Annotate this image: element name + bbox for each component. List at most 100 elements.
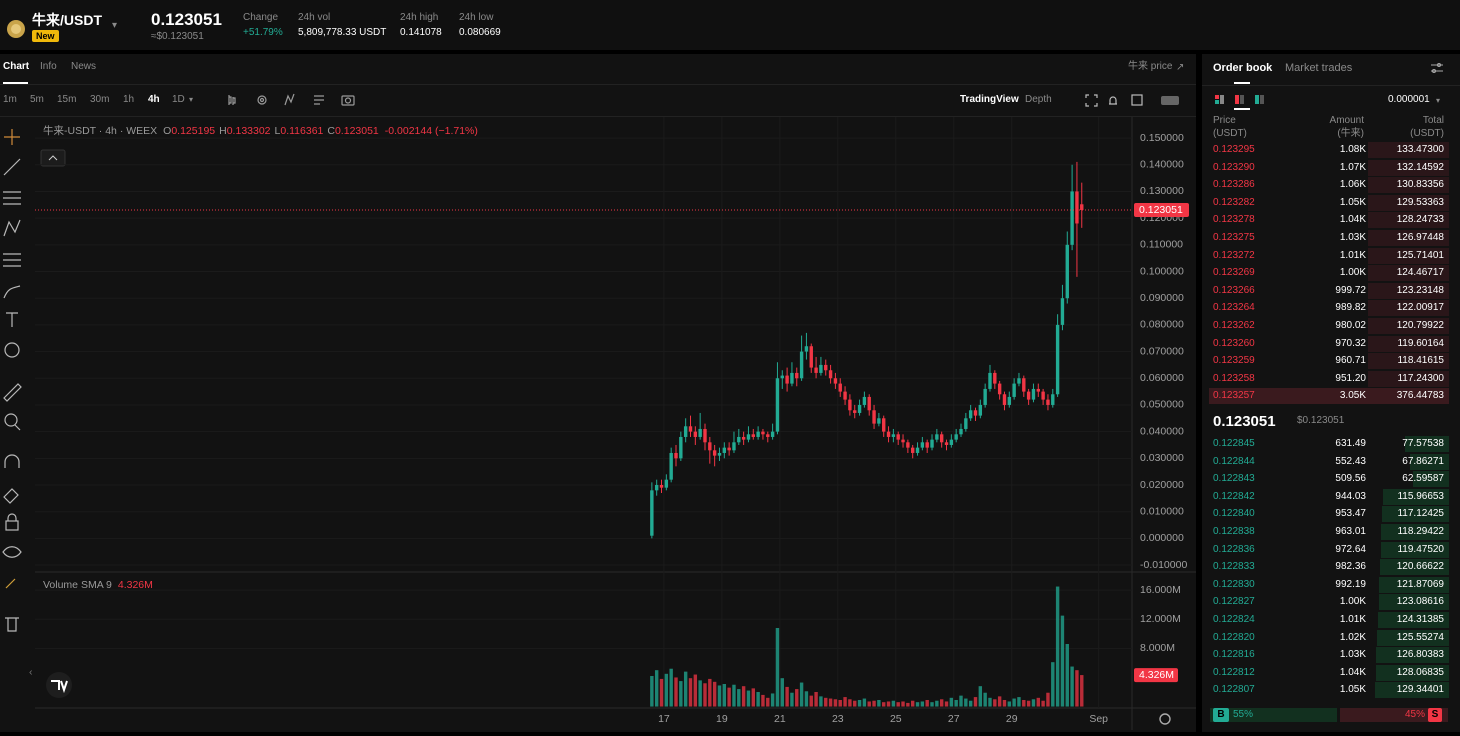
interval[interactable]: 30m — [90, 94, 110, 105]
price-link-arrow[interactable]: ↗ — [1176, 62, 1185, 73]
ob-amount: 1.07K — [1339, 161, 1366, 173]
candle-body — [867, 396, 871, 411]
drawing-toolbar[interactable] — [2, 129, 22, 632]
ob-total: 133.47300 — [1396, 144, 1444, 155]
price-link[interactable]: 牛来 price — [1128, 61, 1173, 72]
candle-body — [717, 452, 722, 456]
ob-amount: 963.01 — [1335, 526, 1366, 537]
ob-price: 0.122844 — [1213, 455, 1255, 467]
candle-body — [669, 452, 673, 480]
view-toggle[interactable]: Depth — [1025, 94, 1052, 105]
collapse-button[interactable] — [40, 149, 66, 167]
ob-col-header: Price — [1213, 115, 1236, 126]
volume-bar — [901, 701, 905, 707]
ob-price: 0.123264 — [1213, 302, 1255, 314]
y-tick-label: 0.050000 — [1140, 399, 1184, 411]
volume-bar — [1046, 692, 1050, 707]
settings-icon[interactable] — [1159, 713, 1171, 725]
view-tools[interactable] — [1083, 92, 1183, 108]
depth-band — [1368, 282, 1449, 299]
ob-amount: 972.64 — [1335, 543, 1366, 555]
candle-body — [766, 434, 770, 437]
y-tick-label: 0.010000 — [1140, 505, 1184, 517]
volume-bar — [1002, 700, 1007, 707]
ob-price: 0.123262 — [1213, 320, 1255, 331]
ob-amount: 1.05K — [1339, 196, 1366, 208]
volume-bar — [925, 700, 929, 707]
depth-band — [1368, 265, 1449, 282]
volume-bar — [978, 686, 983, 707]
ob-price: 0.123272 — [1213, 249, 1255, 261]
volume-bar — [790, 692, 794, 707]
stat-value: 0.080669 — [459, 27, 501, 38]
ob-amount: 1.03K — [1339, 649, 1366, 661]
ob-price: 0.122824 — [1213, 614, 1255, 625]
ob-total: 62.59587 — [1402, 473, 1444, 485]
candle-body — [1046, 399, 1050, 405]
pair[interactable]: 牛来/USDT — [32, 12, 102, 28]
depth-band — [1209, 388, 1449, 405]
precision-caret[interactable]: ▾ — [1436, 96, 1441, 105]
volume-bar — [838, 700, 842, 707]
ob-tab-underline — [1234, 82, 1250, 84]
interval[interactable]: 1m — [3, 94, 17, 105]
new-badge: New — [32, 30, 59, 42]
chart-tools[interactable] — [224, 92, 359, 108]
candle-body — [688, 426, 693, 432]
ob-tab[interactable]: Market trades — [1285, 62, 1353, 74]
candle-body — [935, 434, 939, 440]
ob-price: 0.122836 — [1213, 543, 1255, 555]
interval[interactable]: 4h — [148, 94, 160, 105]
collapse-arrow[interactable]: ‹ — [29, 666, 33, 678]
interval[interactable]: 15m — [57, 94, 77, 105]
ob-amount: 1.02K — [1339, 631, 1366, 643]
ob-price: 0.122820 — [1213, 631, 1255, 643]
candle-body — [683, 426, 688, 437]
ob-price: 0.123259 — [1213, 355, 1255, 367]
ob-price: 0.123266 — [1213, 284, 1255, 296]
candle-body — [901, 439, 905, 443]
tab[interactable]: Chart — [3, 61, 30, 72]
volume-bar — [1007, 701, 1012, 707]
y-tick-label: 0.040000 — [1140, 425, 1184, 437]
pair-caret[interactable]: ▾ — [112, 20, 118, 31]
ob-total: 117.12425 — [1397, 508, 1444, 520]
ob-price: 0.122840 — [1213, 508, 1255, 520]
candle-body — [1060, 298, 1065, 325]
interval[interactable]: 1h — [123, 94, 135, 105]
candle-body — [857, 404, 862, 413]
tab[interactable]: Info — [40, 61, 57, 72]
candle-body — [1041, 391, 1045, 400]
candle-body — [659, 485, 664, 488]
candle-body — [650, 490, 654, 536]
ob-mid-price: 0.123051 — [1213, 413, 1276, 430]
interval[interactable]: 5m — [30, 94, 44, 105]
depth-band — [1368, 300, 1449, 317]
interval-caret[interactable]: ▾ — [189, 95, 194, 104]
c-label: C — [327, 125, 335, 137]
candle-body — [978, 404, 983, 416]
candle-body — [654, 485, 659, 491]
ob-settings[interactable] — [1430, 62, 1444, 74]
depth-band — [1379, 559, 1449, 576]
volume-bar — [1012, 698, 1016, 707]
tab[interactable]: News — [71, 61, 97, 72]
volume-sma: 4.326M — [118, 579, 153, 591]
ob-layouts[interactable] — [1213, 94, 1265, 106]
precision[interactable]: 0.000001 — [1388, 94, 1430, 105]
candle-body — [853, 410, 857, 413]
depth-band — [1381, 506, 1449, 523]
candle-body — [693, 431, 698, 437]
stat-label: Change — [243, 12, 279, 23]
ob-price: 0.123269 — [1213, 267, 1255, 279]
view-toggle[interactable]: TradingView — [960, 94, 1019, 105]
ob-tab[interactable]: Order book — [1213, 62, 1273, 74]
ob-total: 120.79922 — [1396, 320, 1444, 331]
candle-body — [877, 418, 881, 424]
ob-amount: 960.71 — [1335, 355, 1366, 367]
ob-total: 376.44783 — [1396, 390, 1444, 402]
interval[interactable]: 1D — [172, 94, 185, 105]
x-tick-label: Sep — [1089, 713, 1108, 725]
candle-body — [968, 410, 973, 419]
y-tick-label: 0.110000 — [1140, 239, 1183, 251]
